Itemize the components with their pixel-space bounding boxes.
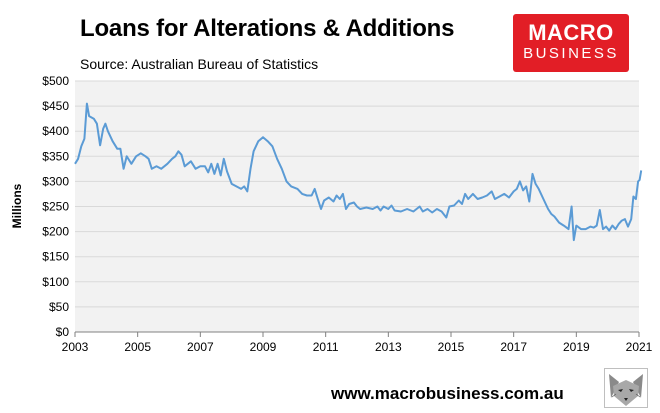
x-axis: 2003 2005 2007 2009 2011 2013 2015 2017 2019 2021 [62,331,653,354]
y-tick-label: $450 [42,99,69,113]
y-tick-label: $50 [49,300,69,314]
x-tick-label: 2015 [438,340,465,354]
chart-subtitle: Source: Australian Bureau of Statistics [80,56,319,72]
gridlines [75,80,639,308]
x-tick-label: 2007 [187,340,214,354]
y-axis-label: Millions [10,183,24,228]
y-axis: $0 $50 $100 $150 $200 $250 $300 $350 $400 $450 $50… [42,74,69,339]
macrobusiness-logo: MACRO BUSINESS [513,14,629,72]
x-tick-label: 2003 [62,340,89,354]
footer-url: www.macrobusiness.com.au [331,384,564,403]
x-tick-label: 2017 [500,340,527,354]
y-tick-label: $350 [42,149,69,163]
logo-line-2: BUSINESS [523,45,619,62]
series-group [74,102,643,242]
y-tick-label: $500 [42,74,69,88]
y-tick-label: $250 [42,200,69,214]
y-tick-label: $400 [42,124,69,138]
x-tick-label: 2019 [563,340,590,354]
y-tick-label: $150 [42,250,69,264]
logo-line-1: MACRO [528,20,614,45]
x-tick-label: 2011 [313,340,339,354]
series-line [74,102,643,242]
x-tick-label: 2013 [375,340,402,354]
y-tick-label: $0 [56,325,70,339]
y-tick-label: $300 [42,174,69,188]
x-tick-label: 2005 [124,340,151,354]
y-tick-label: $200 [42,225,69,239]
wolf-mascot-icon [604,368,648,408]
x-tick-label: 2009 [250,340,277,354]
chart-title: Loans for Alterations & Additions [80,15,455,42]
x-tick-label: 2021 [626,340,653,354]
y-tick-label: $100 [42,275,69,289]
